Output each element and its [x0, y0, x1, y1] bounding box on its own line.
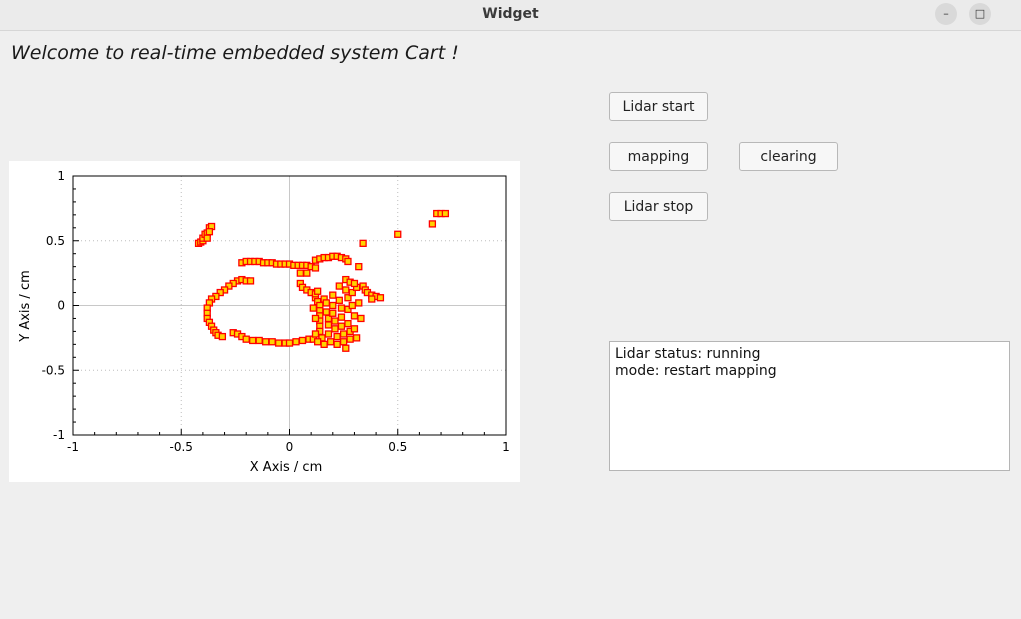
scan-point	[298, 336, 307, 345]
minimize-icon[interactable]: –	[935, 3, 957, 25]
y-tick-label: -0.5	[42, 363, 65, 377]
mapping-button[interactable]: mapping	[609, 142, 708, 171]
x-tick-label: -0.5	[170, 440, 193, 454]
scan-point	[249, 336, 257, 345]
scan-point	[357, 314, 365, 323]
scan-point	[303, 269, 311, 277]
scan-point	[242, 335, 250, 343]
scan-point	[348, 301, 356, 310]
scan-point	[333, 332, 341, 341]
scan-point	[313, 338, 322, 346]
clearing-button[interactable]: clearing	[739, 142, 838, 171]
scan-point	[441, 209, 450, 218]
scan-point	[225, 282, 233, 290]
scan-point	[309, 304, 317, 312]
x-tick-label: -1	[67, 440, 79, 454]
scan-point	[335, 282, 343, 290]
maximize-icon[interactable]: □	[969, 3, 991, 25]
scan-point	[342, 344, 350, 352]
scan-point	[339, 330, 348, 338]
scan-point	[344, 305, 352, 314]
scan-point	[275, 339, 283, 347]
scan-point	[326, 338, 335, 346]
status-textbox[interactable]: Lidar status: running mode: restart mapp…	[609, 341, 1010, 471]
scan-point	[337, 304, 346, 312]
scan-point	[311, 314, 320, 323]
scan-point	[311, 330, 320, 338]
y-tick-label: 1	[57, 169, 65, 183]
scan-point	[333, 340, 341, 349]
lidar-start-button[interactable]: Lidar start	[609, 92, 708, 121]
scan-point	[331, 317, 339, 325]
scan-point	[329, 301, 337, 310]
y-tick-label: 0.5	[46, 234, 65, 248]
scan-point	[350, 325, 359, 333]
scan-point	[329, 291, 337, 299]
scan-point	[359, 239, 367, 247]
scan-point	[216, 288, 224, 297]
lidar-plot: -1 -0.5 0 0.5 1 1 0.5 0 -0.5 -1 X Axis / cm Y Axi…	[9, 161, 520, 482]
scan-point	[394, 230, 402, 238]
scan-point	[246, 277, 255, 285]
scan-point	[344, 294, 352, 302]
lidar-stop-button[interactable]: Lidar stop	[609, 192, 708, 221]
scan-point	[337, 313, 346, 321]
scan-point	[203, 234, 211, 242]
lidar-scatter-chart: -1 -0.5 0 0.5 1 1 0.5 0 -0.5 -1 X Axis / cm Y Axi…	[18, 169, 510, 475]
scan-point	[335, 296, 343, 304]
scan-point	[376, 294, 385, 302]
scan-point	[344, 257, 352, 266]
lidar-status-line: Lidar status: running	[615, 346, 761, 362]
scan-point	[350, 279, 359, 288]
scan-point	[262, 338, 270, 346]
scan-point	[368, 295, 376, 303]
x-axis-label: X Axis / cm	[250, 460, 322, 475]
scan-point	[355, 299, 363, 307]
scan-point	[268, 338, 276, 346]
scan-point	[205, 228, 214, 236]
y-tick-label: 0	[57, 299, 65, 313]
scan-point	[355, 263, 363, 271]
scan-point	[339, 338, 348, 346]
scan-point	[346, 335, 354, 343]
scan-point	[324, 330, 333, 338]
mode-line: mode: restart mapping	[615, 363, 777, 379]
scan-points	[194, 209, 450, 352]
scan-point	[329, 309, 337, 317]
scan-point	[331, 325, 339, 333]
scan-point	[324, 321, 333, 329]
y-axis-label: Y Axis / cm	[18, 270, 33, 343]
y-tick-label: -1	[53, 428, 65, 442]
scan-point	[296, 269, 304, 277]
scan-point	[313, 287, 322, 295]
scan-point	[311, 264, 320, 272]
window-title: Widget	[482, 6, 539, 22]
scan-point	[285, 339, 294, 347]
x-tick-label: 0	[286, 440, 294, 454]
scan-point	[350, 312, 359, 320]
scan-point	[344, 319, 352, 328]
welcome-text: Welcome to real-time embedded system Car…	[11, 42, 459, 64]
scan-point	[348, 288, 356, 297]
scan-point	[292, 338, 300, 346]
axis-ticks: -1 -0.5 0 0.5 1 1 0.5 0 -0.5 -1	[42, 169, 510, 454]
scan-point	[342, 286, 350, 294]
x-tick-label: 0.5	[388, 440, 407, 454]
scan-point	[337, 322, 346, 330]
x-tick-label: 1	[502, 440, 510, 454]
scan-point	[352, 334, 361, 342]
scan-point	[255, 336, 263, 345]
window-titlebar: Widget – □ ✕	[0, 0, 1021, 31]
scan-point	[322, 299, 330, 307]
scan-point	[218, 332, 227, 341]
scan-point	[428, 220, 437, 228]
scan-point	[320, 340, 328, 349]
scan-point	[322, 308, 330, 316]
